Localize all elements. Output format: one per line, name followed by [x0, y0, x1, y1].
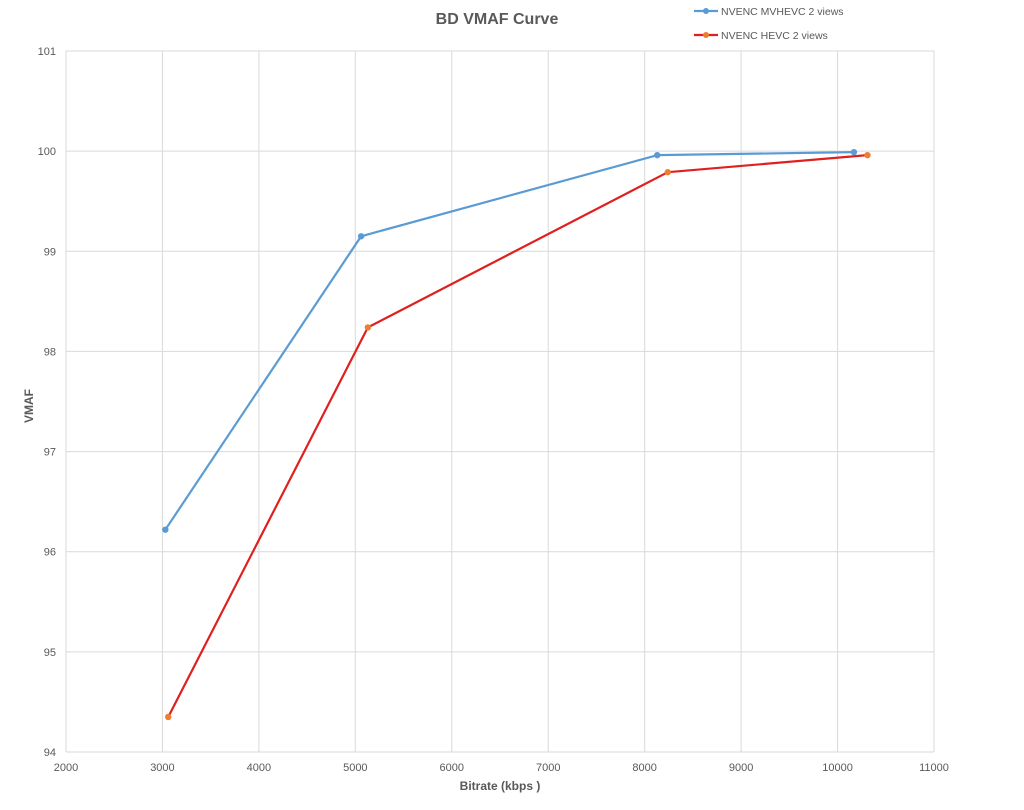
x-tick-label: 3000 — [150, 762, 174, 774]
x-axis-ticks: 2000 3000 4000 5000 6000 7000 8000 9000 10000 110… — [54, 762, 949, 774]
data-point-marker — [162, 526, 169, 533]
y-tick-label: 98 — [44, 346, 56, 358]
legend-label: NVENC HEVC 2 views — [721, 30, 828, 42]
series-line-0 — [164, 151, 854, 531]
x-tick-label: 11000 — [919, 762, 949, 774]
legend: NVENC MVHEVC 2 views NVENC HEVC 2 views — [694, 6, 844, 42]
y-tick-label: 96 — [44, 547, 56, 559]
legend-marker-icon — [703, 32, 709, 38]
x-tick-label: 2000 — [54, 762, 78, 774]
legend-marker-icon — [703, 8, 709, 14]
x-tick-label: 7000 — [536, 762, 560, 774]
data-point-marker — [364, 324, 372, 331]
data-point-marker — [165, 713, 172, 721]
x-tick-label: 9000 — [729, 762, 753, 774]
x-tick-label: 10000 — [822, 762, 853, 774]
legend-item-mvhevc: NVENC MVHEVC 2 views — [694, 6, 844, 18]
y-axis-ticks: 94 95 96 97 98 99 100 101 — [38, 46, 56, 759]
gridlines — [65, 50, 935, 753]
chart-title: BD VMAF Curve — [436, 11, 559, 28]
y-tick-label: 94 — [44, 747, 56, 759]
data-point-marker — [850, 148, 858, 156]
legend-label: NVENC MVHEVC 2 views — [721, 6, 844, 18]
legend-item-hevc: NVENC HEVC 2 views — [694, 30, 828, 42]
series-lines — [162, 148, 871, 721]
y-axis-label: VMAF — [22, 389, 36, 423]
x-tick-label: 4000 — [247, 762, 271, 774]
data-point-marker — [654, 151, 661, 159]
x-tick-label: 8000 — [632, 762, 656, 774]
y-tick-label: 100 — [38, 146, 56, 158]
x-axis-label: Bitrate (kbps ) — [460, 779, 541, 793]
data-point-marker — [864, 151, 871, 159]
y-tick-label: 101 — [38, 46, 56, 58]
x-tick-label: 6000 — [440, 762, 464, 774]
y-tick-label: 97 — [44, 447, 56, 459]
y-tick-label: 95 — [44, 647, 56, 659]
data-point-marker — [357, 233, 365, 240]
y-tick-label: 99 — [44, 246, 56, 258]
series-line-1 — [167, 154, 868, 718]
data-point-marker — [664, 168, 672, 176]
x-tick-label: 5000 — [343, 762, 367, 774]
